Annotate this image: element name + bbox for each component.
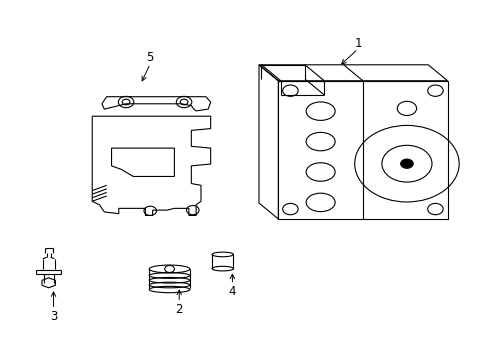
Text: 1: 1: [354, 37, 361, 50]
Text: 3: 3: [50, 310, 57, 323]
Text: 2: 2: [175, 303, 183, 316]
Text: 4: 4: [228, 285, 236, 298]
Circle shape: [400, 159, 412, 168]
Text: 5: 5: [146, 51, 154, 64]
